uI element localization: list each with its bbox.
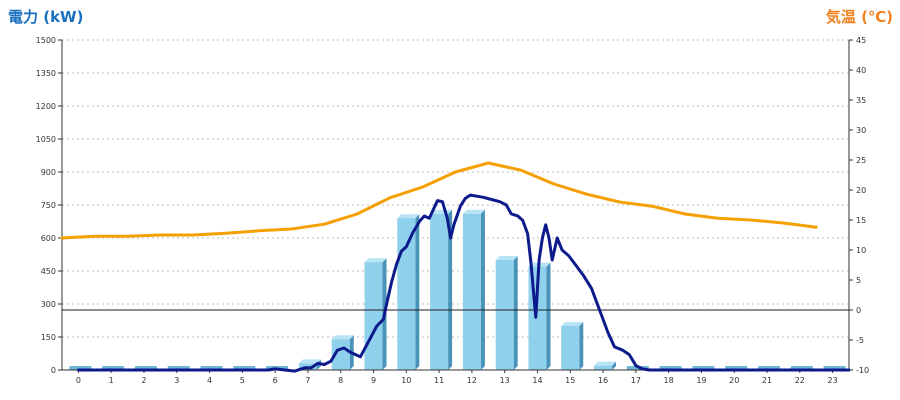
bar xyxy=(495,260,514,370)
left-tick-label: 1050 xyxy=(36,135,56,144)
x-tick-label: 18 xyxy=(664,376,674,385)
x-tick-label: 10 xyxy=(401,376,411,385)
bar-side xyxy=(612,361,617,370)
bar-floor xyxy=(758,366,781,370)
bar-floor xyxy=(167,366,190,370)
x-tick-label: 23 xyxy=(828,376,838,385)
bar-top xyxy=(298,359,321,364)
bar-floor xyxy=(790,366,813,370)
right-tick-label: 10 xyxy=(856,246,866,255)
bar-floor xyxy=(200,366,223,370)
bar-side xyxy=(579,322,584,370)
left-tick-label: 1500 xyxy=(36,36,56,45)
bar xyxy=(397,218,416,370)
x-tick-label: 7 xyxy=(305,376,310,385)
right-tick-label: 40 xyxy=(856,66,866,75)
right-tick-label: 30 xyxy=(856,126,866,135)
right-tick-label: 5 xyxy=(856,276,861,285)
bar-floor xyxy=(233,366,256,370)
bar xyxy=(462,213,481,370)
x-tick-label: 21 xyxy=(762,376,772,385)
x-tick-label: 1 xyxy=(109,376,114,385)
bar-top xyxy=(594,361,617,366)
x-tick-label: 11 xyxy=(434,376,444,385)
left-tick-label: 1350 xyxy=(36,69,56,78)
grid-lines xyxy=(62,39,849,338)
left-tick-label: 900 xyxy=(41,168,56,177)
bar-floor xyxy=(725,366,748,370)
left-tick-label: 300 xyxy=(41,300,56,309)
bar-floor xyxy=(692,366,715,370)
left-tick-label: 150 xyxy=(41,333,56,342)
x-tick-label: 4 xyxy=(207,376,212,385)
x-tick-label: 2 xyxy=(141,376,146,385)
x-tick-label: 22 xyxy=(795,376,805,385)
bar-side xyxy=(546,262,551,370)
x-tick-label: 0 xyxy=(76,376,81,385)
bar-side xyxy=(448,209,453,370)
bar xyxy=(331,339,350,370)
temperature-line xyxy=(60,161,818,240)
x-tick-label: 15 xyxy=(565,376,575,385)
bar-floor xyxy=(102,366,125,370)
bar xyxy=(561,326,580,370)
left-tick-label: 750 xyxy=(41,201,56,210)
line-series xyxy=(60,161,851,373)
bar-top xyxy=(495,256,518,260)
left-tick-label: 600 xyxy=(41,234,56,243)
right-axis-title: 気温 (℃) xyxy=(826,8,893,26)
right-tick-label: 20 xyxy=(856,186,866,195)
bar-side xyxy=(415,214,420,370)
x-tick-label: 20 xyxy=(729,376,739,385)
tick-labels: 01503004506007509001050120013501500-10-5… xyxy=(36,36,869,385)
x-tick-label: 6 xyxy=(273,376,278,385)
bar-series xyxy=(69,209,846,370)
bar-top xyxy=(462,209,485,214)
bar xyxy=(364,262,383,370)
right-tick-label: 15 xyxy=(856,216,866,225)
left-tick-label: 450 xyxy=(41,267,56,276)
x-tick-label: 16 xyxy=(598,376,608,385)
bar xyxy=(430,213,449,370)
x-tick-label: 19 xyxy=(696,376,706,385)
bar-top xyxy=(364,258,387,263)
bar-floor xyxy=(134,366,157,370)
bar-floor xyxy=(659,366,682,370)
x-tick-label: 3 xyxy=(174,376,179,385)
x-tick-label: 5 xyxy=(240,376,245,385)
right-tick-label: 45 xyxy=(856,36,866,45)
axes xyxy=(58,39,853,373)
x-tick-label: 8 xyxy=(338,376,343,385)
x-tick-label: 17 xyxy=(631,376,641,385)
right-tick-label: -10 xyxy=(856,366,869,375)
bar xyxy=(594,365,613,370)
bar-top xyxy=(561,322,584,326)
x-tick-label: 13 xyxy=(500,376,510,385)
left-tick-label: 0 xyxy=(51,366,56,375)
bar-top xyxy=(331,335,354,340)
bar-floor xyxy=(69,366,92,370)
right-tick-label: -5 xyxy=(856,336,864,345)
x-tick-label: 9 xyxy=(371,376,376,385)
left-tick-label: 1200 xyxy=(36,102,56,111)
x-tick-label: 12 xyxy=(467,376,477,385)
power-line xyxy=(76,193,851,373)
bar-floor xyxy=(823,366,846,370)
right-tick-label: 25 xyxy=(856,156,866,165)
x-tick-label: 14 xyxy=(532,376,542,385)
bar-top xyxy=(397,214,420,219)
right-tick-label: 35 xyxy=(856,96,866,105)
bar-side xyxy=(480,209,485,370)
bar-side xyxy=(513,256,518,370)
right-tick-label: 0 xyxy=(856,306,861,315)
left-axis-title: 電力 (kW) xyxy=(8,8,83,26)
